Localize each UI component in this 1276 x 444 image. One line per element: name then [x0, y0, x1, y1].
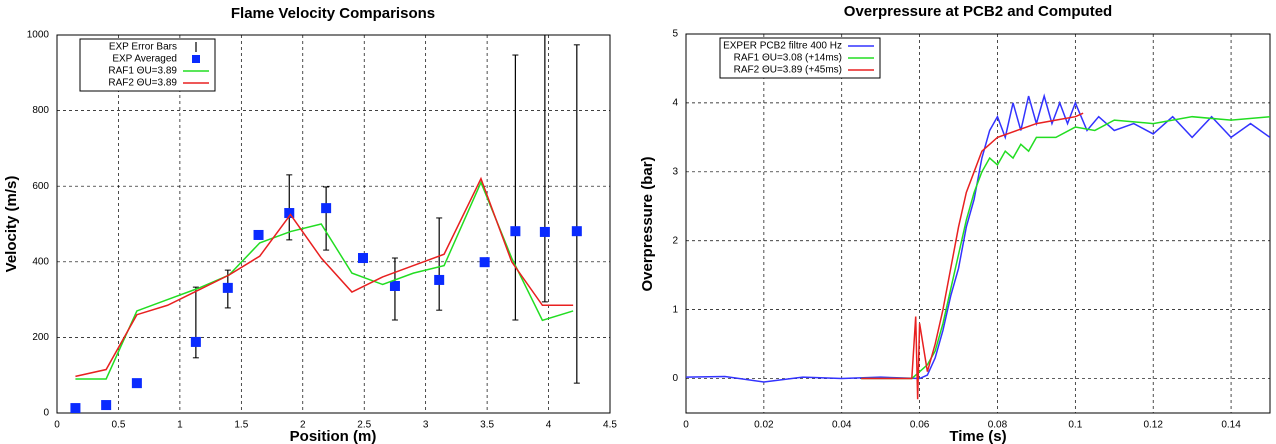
data-point [321, 203, 332, 214]
plot-frame [56, 34, 611, 414]
y-tick-label: 2 [672, 235, 678, 246]
y-tick-label: 0 [672, 373, 678, 384]
data-point [131, 378, 142, 389]
legend-label: EXP Error Bars [109, 42, 177, 53]
y-tick-label: 0 [43, 408, 49, 419]
legend-swatch [192, 55, 200, 63]
data-point [253, 229, 264, 240]
legend-label: RAF1 ΘU=3.89 [108, 66, 177, 77]
x-tick-label: 0.14 [1221, 420, 1241, 431]
chart-title: Overpressure at PCB2 and Computed [844, 3, 1112, 20]
data-point [101, 400, 112, 411]
series-line [686, 93, 1270, 383]
data-point [571, 226, 582, 237]
y-axis-label: Overpressure (bar) [639, 156, 656, 291]
data-point [284, 208, 295, 219]
y-tick-label: 400 [32, 256, 49, 267]
x-tick-label: 3 [423, 420, 429, 431]
y-tick-label: 4 [672, 98, 678, 109]
x-tick-label: 0.5 [111, 420, 125, 431]
y-axis-label: Velocity (m/s) [3, 176, 20, 273]
legend-label: RAF2 ΘU=3.89 [108, 78, 177, 89]
x-tick-label: 0.02 [754, 420, 774, 431]
x-tick-label: 1.5 [234, 420, 248, 431]
x-tick-label: 4.5 [603, 420, 617, 431]
x-tick-label: 0.06 [910, 420, 930, 431]
y-tick-label: 1000 [27, 30, 50, 41]
plot-area [686, 93, 1270, 400]
data-point [510, 226, 521, 237]
data-point [190, 336, 201, 347]
chart-title: Flame Velocity Comparisons [231, 5, 435, 22]
x-tick-label: 2 [300, 420, 306, 431]
data-point [70, 403, 81, 413]
x-tick-label: 4 [546, 420, 552, 431]
y-tick-label: 200 [32, 332, 49, 343]
legend-label: EXPER PCB2 filtre 400 Hz [723, 41, 842, 52]
plot-frame [685, 33, 1271, 414]
x-axis-label: Position (m) [290, 428, 377, 444]
data-point [389, 280, 400, 291]
x-axis-label: Time (s) [949, 428, 1006, 444]
plot-area [70, 35, 582, 413]
data-point [222, 282, 233, 293]
legend-label: RAF2 ΘU=3.89 (+45ms) [734, 65, 842, 76]
y-tick-label: 800 [32, 105, 49, 116]
x-tick-label: 3.5 [480, 420, 494, 431]
data-point [434, 274, 445, 285]
x-tick-label: 0.08 [988, 420, 1008, 431]
data-point [479, 257, 490, 268]
series-line [861, 115, 1270, 380]
series-line [75, 176, 574, 378]
x-tick-label: 1 [177, 420, 183, 431]
x-tick-label: 0 [683, 420, 689, 431]
y-tick-label: 5 [672, 29, 678, 40]
y-tick-label: 3 [672, 166, 678, 177]
series-line [861, 112, 1084, 400]
x-tick-label: 0.1 [1068, 420, 1082, 431]
x-tick-label: 0.04 [832, 420, 852, 431]
legend-label: RAF1 ΘU=3.08 (+14ms) [734, 53, 842, 64]
y-tick-label: 600 [32, 181, 49, 192]
x-tick-label: 2.5 [357, 420, 371, 431]
y-tick-label: 1 [672, 304, 678, 315]
data-point [357, 253, 368, 264]
legend-label: EXP Averaged [112, 54, 177, 65]
x-tick-label: 0 [54, 420, 60, 431]
x-tick-label: 0.12 [1143, 420, 1163, 431]
data-point [539, 226, 550, 237]
